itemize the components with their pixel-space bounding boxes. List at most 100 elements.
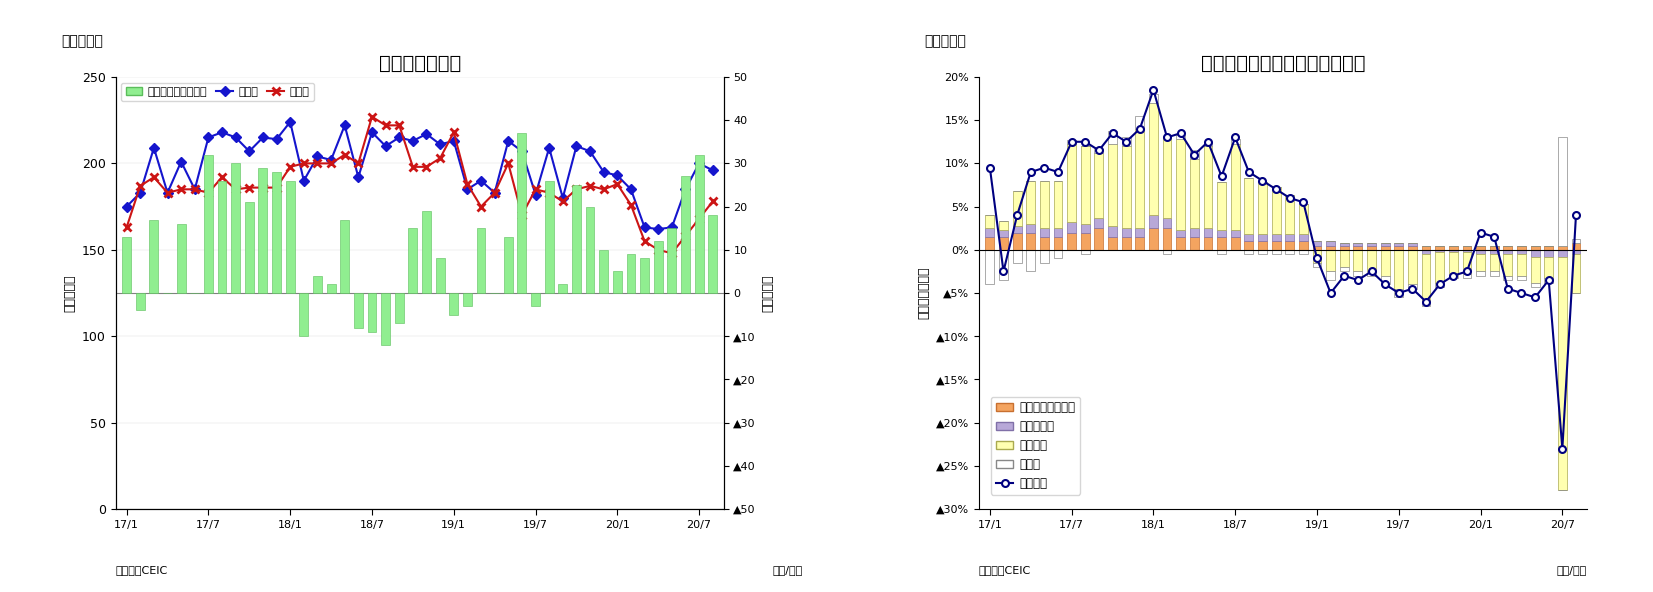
輸出額	[375, 143, 395, 150]
Bar	[1422, 302, 1430, 306]
輸出全体	[1253, 177, 1273, 184]
輸入額	[131, 182, 150, 189]
Bar	[258, 168, 268, 293]
Bar	[1245, 234, 1253, 241]
Bar	[1217, 250, 1227, 254]
輸入額	[552, 198, 572, 205]
輸出額	[661, 224, 681, 231]
Bar	[1312, 250, 1321, 263]
輸出全体	[1225, 134, 1245, 141]
Bar	[1489, 246, 1499, 250]
Bar	[1027, 181, 1035, 224]
Bar	[1053, 237, 1063, 250]
Y-axis label: （億ドル）: （億ドル）	[63, 274, 76, 312]
輸出全体	[1170, 130, 1190, 137]
Bar	[517, 133, 526, 293]
輸入額	[676, 233, 696, 240]
Bar	[1027, 233, 1035, 250]
Bar	[1395, 289, 1403, 297]
輸入額	[212, 173, 231, 181]
Bar	[1354, 271, 1362, 276]
Bar	[1463, 246, 1471, 250]
輸入額	[458, 181, 478, 188]
輸出額	[430, 141, 450, 148]
輸入額	[635, 237, 655, 244]
Bar	[436, 259, 445, 293]
Bar	[1162, 228, 1172, 250]
Bar	[1435, 250, 1445, 252]
輸出額	[253, 134, 273, 141]
輸入額	[172, 186, 192, 193]
Bar	[1557, 250, 1567, 257]
輸入額	[689, 215, 709, 222]
Bar	[1162, 136, 1172, 218]
輸出額	[172, 158, 192, 165]
Bar	[231, 163, 240, 293]
Bar	[572, 185, 580, 293]
輸出額	[622, 186, 641, 193]
Bar	[1053, 250, 1063, 259]
輸出額	[185, 186, 205, 193]
輸入額	[648, 246, 668, 253]
Bar	[1286, 195, 1294, 234]
輸入額	[349, 160, 369, 167]
Bar	[1531, 257, 1539, 282]
Bar	[1094, 149, 1103, 153]
Bar	[600, 250, 608, 293]
Text: （年/月）: （年/月）	[772, 565, 803, 575]
輸出全体	[1334, 272, 1354, 279]
Bar	[1531, 250, 1539, 257]
輸出全体	[1552, 445, 1572, 452]
Bar	[1068, 140, 1076, 144]
Bar	[1013, 226, 1022, 233]
Bar	[1162, 218, 1172, 228]
Bar	[1544, 250, 1554, 257]
Bar	[1312, 241, 1321, 246]
Bar	[312, 276, 322, 293]
Bar	[707, 215, 717, 293]
Bar	[1258, 250, 1266, 254]
輸出額	[266, 136, 286, 143]
輸出額	[484, 189, 504, 197]
Bar	[1245, 241, 1253, 250]
輸入額	[539, 189, 559, 197]
Bar	[1422, 254, 1430, 302]
輸出額	[349, 173, 369, 181]
輸出額	[403, 137, 423, 144]
Bar	[1450, 252, 1458, 274]
輸入額	[294, 160, 314, 167]
Bar	[1217, 182, 1227, 230]
Bar	[1081, 250, 1089, 254]
輸出額	[458, 186, 478, 193]
Bar	[1435, 246, 1445, 250]
Bar	[985, 215, 995, 228]
Bar	[1068, 144, 1076, 222]
輸出額	[281, 118, 301, 126]
Bar	[1395, 243, 1403, 246]
輸出全体	[1293, 199, 1312, 206]
輸出全体	[1362, 268, 1382, 275]
Bar	[1149, 215, 1157, 228]
輸出全体	[1240, 169, 1260, 176]
輸入額	[567, 186, 587, 193]
Bar	[1027, 250, 1035, 271]
Bar	[1395, 246, 1403, 250]
輸出全体	[1526, 294, 1546, 301]
輸出全体	[1402, 285, 1422, 292]
輸出全体	[1321, 289, 1341, 297]
Bar	[1517, 254, 1526, 276]
Bar	[1408, 243, 1417, 246]
輸出全体	[1511, 289, 1531, 297]
Bar	[1367, 243, 1375, 246]
Bar	[1503, 276, 1512, 280]
Bar	[1231, 143, 1240, 230]
Bar	[1094, 153, 1103, 218]
Bar	[1367, 250, 1375, 271]
Bar	[559, 284, 567, 293]
輸出額	[417, 130, 436, 137]
Bar	[1299, 234, 1308, 241]
Bar	[1341, 243, 1349, 246]
輸出全体	[1347, 276, 1367, 284]
Bar	[585, 207, 595, 293]
Bar	[1380, 250, 1390, 276]
